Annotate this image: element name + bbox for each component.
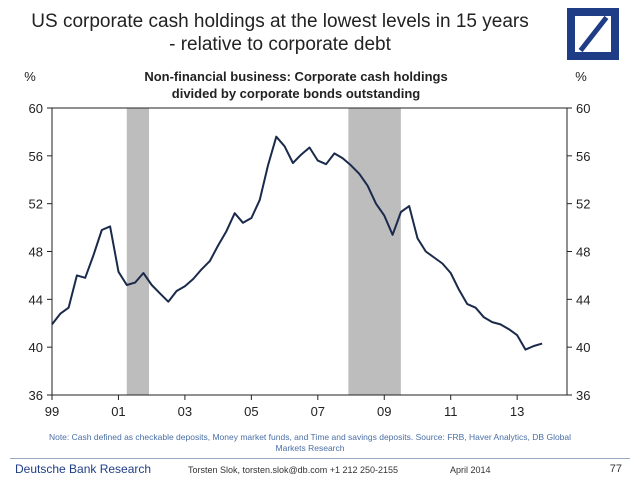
y-tick-label-right: 52 [576,197,590,212]
footer-brand: Deutsche Bank Research [15,462,152,476]
y-tick-label-right: 44 [576,292,590,307]
y-tick-label-right: 40 [576,340,590,355]
y-tick-label-left: 48 [29,245,43,260]
title-line-1: US corporate cash holdings at the lowest… [31,11,529,32]
y-tick-label-right: 48 [576,245,590,260]
x-tick-label: 05 [244,404,258,419]
line-chart: Non-financial business: Corporate cash h… [24,69,590,419]
y-tick-label-left: 60 [29,101,43,116]
x-tick-label: 11 [444,404,458,419]
chart-note: Note: Cash defined as checkable deposits… [48,432,572,453]
y-tick-label-left: 40 [29,340,43,355]
footer-date: April 2014 [450,465,491,475]
recession-shade-0 [126,108,150,395]
y-tick-label-right: 36 [576,388,590,403]
y-unit-left: % [24,69,36,84]
series-line [51,135,543,351]
y-tick-label-right: 60 [576,101,590,116]
page-number: 77 [609,463,622,475]
x-tick-label: 03 [178,404,192,419]
page-title: US corporate cash holdings at the lowest… [10,10,550,56]
y-tick-label-left: 36 [29,388,43,403]
x-tick-label: 01 [111,404,125,419]
footer: Deutsche Bank Research Torsten Slok, tor… [10,462,630,479]
footer-divider [10,458,630,459]
chart-title-line-2: divided by corporate bonds outstanding [172,86,421,101]
y-tick-label-left: 56 [29,149,43,164]
footer-author: Torsten Slok, torsten.slok@db.com +1 212… [188,465,399,475]
chart-title-line-1: Non-financial business: Corporate cash h… [144,69,447,84]
x-tick-label: 09 [377,404,391,419]
y-tick-label-left: 44 [29,292,43,307]
recession-shade-1 [348,108,401,395]
y-tick-label-left: 52 [29,197,43,212]
y-unit-right: % [575,69,587,84]
deutsche-bank-logo-icon [567,8,619,60]
x-tick-label: 99 [45,404,59,419]
y-tick-label-right: 56 [576,149,590,164]
x-tick-label: 13 [510,404,524,419]
title-line-2: - relative to corporate debt [169,34,391,55]
x-tick-label: 07 [311,404,325,419]
